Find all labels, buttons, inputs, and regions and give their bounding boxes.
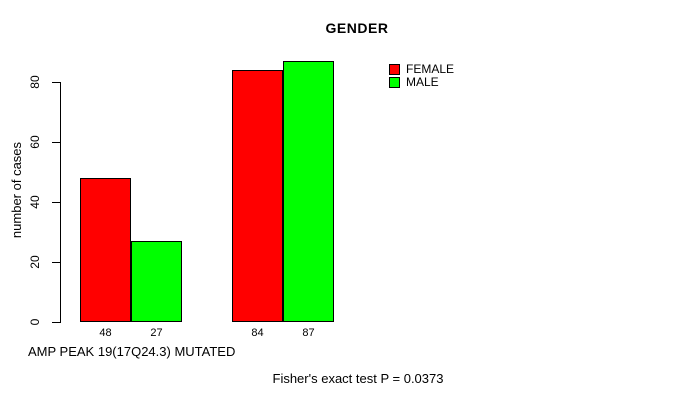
bar-value-label: 84 bbox=[251, 327, 264, 339]
y-tick-mark bbox=[52, 81, 60, 83]
chart-title: GENDER bbox=[325, 20, 389, 36]
bar-female-group1 bbox=[80, 178, 131, 322]
bar-value-label: 48 bbox=[99, 327, 112, 339]
bar-male-group2 bbox=[283, 61, 334, 322]
female-color-swatch bbox=[389, 64, 400, 75]
y-tick-mark bbox=[52, 141, 60, 143]
y-axis-label: number of cases bbox=[9, 141, 24, 239]
male-color-swatch bbox=[389, 77, 400, 88]
legend-item-male: MALE bbox=[389, 76, 454, 89]
y-tick-mark bbox=[52, 321, 60, 323]
y-axis-line bbox=[60, 82, 61, 323]
fisher-test-annotation: Fisher's exact test P = 0.0373 bbox=[272, 371, 444, 386]
y-tick-label: 40 bbox=[28, 195, 42, 209]
y-tick-mark bbox=[52, 261, 60, 263]
bar-value-label: 87 bbox=[302, 327, 315, 339]
legend-label-male: MALE bbox=[406, 75, 439, 89]
legend-label-female: FEMALE bbox=[406, 62, 455, 76]
y-tick-label: 60 bbox=[28, 135, 42, 149]
bar-male-group1 bbox=[131, 241, 182, 322]
y-tick-label: 0 bbox=[28, 318, 42, 326]
y-tick-mark bbox=[52, 201, 60, 203]
bar-female-group2 bbox=[232, 70, 283, 322]
legend: FEMALE MALE bbox=[389, 63, 454, 89]
x-axis-label: AMP PEAK 19(17Q24.3) MUTATED bbox=[28, 344, 236, 359]
legend-item-female: FEMALE bbox=[389, 63, 454, 76]
y-tick-label: 80 bbox=[28, 75, 42, 89]
y-tick-label: 20 bbox=[28, 255, 42, 269]
bar-value-label: 27 bbox=[150, 327, 163, 339]
